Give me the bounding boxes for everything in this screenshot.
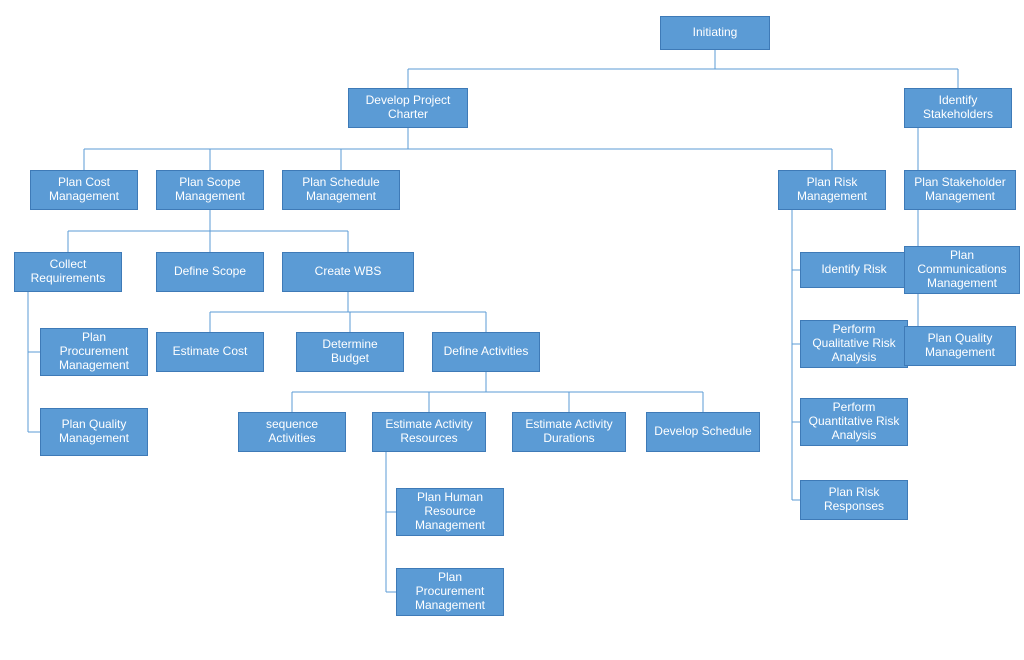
- node-det_budget: Determine Budget: [296, 332, 404, 372]
- node-initiating: Initiating: [660, 16, 770, 50]
- node-define_act: Define Activities: [432, 332, 540, 372]
- node-est_res: Estimate Activity Resources: [372, 412, 486, 452]
- node-est_dur: Estimate Activity Durations: [512, 412, 626, 452]
- node-dev_charter: Develop Project Charter: [348, 88, 468, 128]
- node-id_stakeholders: Identify Stakeholders: [904, 88, 1012, 128]
- node-estimate_cost: Estimate Cost: [156, 332, 264, 372]
- node-plan_quality2: Plan Quality Management: [904, 326, 1016, 366]
- node-create_wbs: Create WBS: [282, 252, 414, 292]
- node-plan_stake_mgmt: Plan Stakeholder Management: [904, 170, 1016, 210]
- node-plan_scope: Plan Scope Management: [156, 170, 264, 210]
- node-plan_quality1: Plan Quality Management: [40, 408, 148, 456]
- node-qual_risk: Perform Qualitative Risk Analysis: [800, 320, 908, 368]
- node-dev_sched: Develop Schedule: [646, 412, 760, 452]
- node-define_scope: Define Scope: [156, 252, 264, 292]
- node-plan_risk_resp: Plan Risk Responses: [800, 480, 908, 520]
- node-seq_act: sequence Activities: [238, 412, 346, 452]
- node-plan_proc1: Plan Procurement Management: [40, 328, 148, 376]
- node-plan_cost: Plan Cost Management: [30, 170, 138, 210]
- node-collect_req: Collect Requirements: [14, 252, 122, 292]
- node-plan_comm: Plan Communications Management: [904, 246, 1020, 294]
- node-quant_risk: Perform Quantitative Risk Analysis: [800, 398, 908, 446]
- node-identify_risk: Identify Risk: [800, 252, 908, 288]
- node-plan_proc2: Plan Procurement Management: [396, 568, 504, 616]
- node-plan_schedule: Plan Schedule Management: [282, 170, 400, 210]
- node-plan_risk: Plan Risk Management: [778, 170, 886, 210]
- node-plan_hr: Plan Human Resource Management: [396, 488, 504, 536]
